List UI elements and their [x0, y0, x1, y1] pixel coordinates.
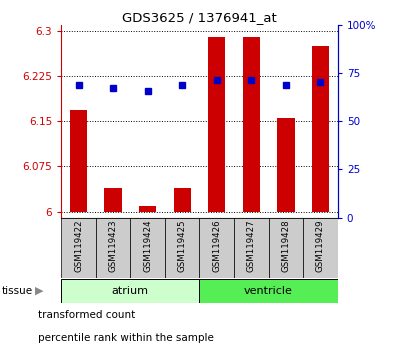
Text: percentile rank within the sample: percentile rank within the sample	[38, 333, 213, 343]
Bar	[303, 218, 338, 278]
Bar	[173, 188, 191, 212]
Bar	[277, 118, 295, 212]
Text: GSM119422: GSM119422	[74, 219, 83, 272]
Text: GSM119424: GSM119424	[143, 219, 152, 272]
Text: tissue: tissue	[2, 286, 33, 296]
Text: GSM119427: GSM119427	[247, 219, 256, 272]
Bar	[96, 218, 130, 278]
Text: atrium: atrium	[112, 286, 149, 296]
Text: GSM119426: GSM119426	[212, 219, 221, 272]
Bar	[208, 37, 226, 212]
Title: GDS3625 / 1376941_at: GDS3625 / 1376941_at	[122, 11, 277, 24]
Text: GSM119425: GSM119425	[178, 219, 187, 272]
Bar	[139, 206, 156, 212]
Bar	[312, 46, 329, 212]
Bar	[61, 279, 199, 303]
Bar	[104, 188, 122, 212]
Bar	[165, 218, 199, 278]
Bar	[269, 218, 303, 278]
Text: transformed count: transformed count	[38, 310, 135, 320]
Bar	[70, 110, 87, 212]
Text: GSM119429: GSM119429	[316, 219, 325, 272]
Text: ventricle: ventricle	[244, 286, 293, 296]
Bar	[61, 218, 96, 278]
Bar	[234, 218, 269, 278]
Text: GSM119428: GSM119428	[281, 219, 290, 272]
Bar	[243, 37, 260, 212]
Text: ▶: ▶	[35, 286, 43, 296]
Bar	[130, 218, 165, 278]
Text: GSM119423: GSM119423	[109, 219, 118, 272]
Bar	[199, 218, 234, 278]
Bar	[199, 279, 338, 303]
